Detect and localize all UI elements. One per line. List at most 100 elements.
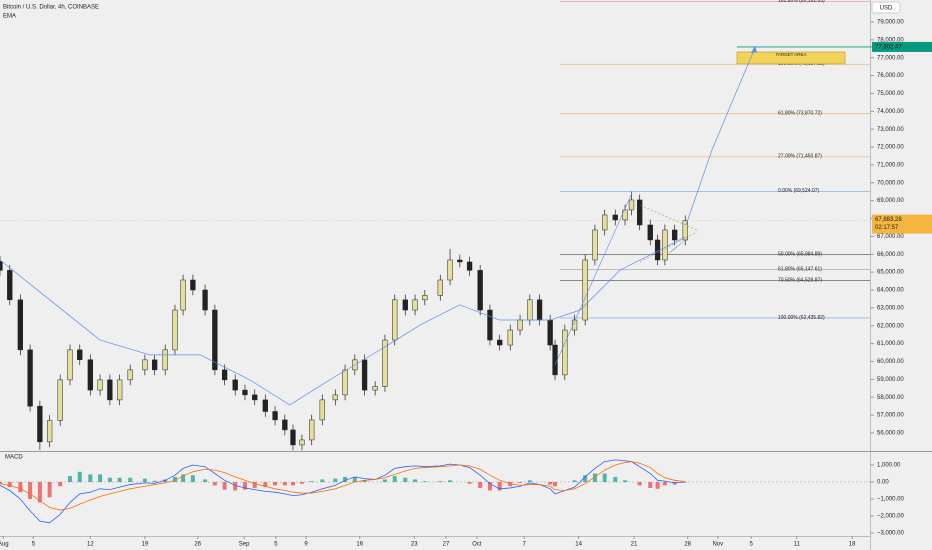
candle-body	[190, 279, 196, 291]
histogram-bar	[478, 482, 483, 488]
candle-body	[517, 319, 523, 331]
candle-body	[17, 299, 23, 351]
y-tick-label: 60,000.00	[877, 359, 904, 365]
last-price-label: 67,883.28	[875, 217, 902, 223]
histogram-bar	[352, 476, 357, 483]
x-tick-label: 5	[274, 542, 278, 548]
y-tick-label: 65,000.00	[877, 270, 904, 276]
candle-body	[242, 389, 248, 396]
candle-body	[547, 319, 553, 346]
candle-body	[392, 299, 398, 341]
candle-body	[282, 419, 288, 431]
candle-body	[309, 419, 315, 441]
candle-body	[437, 279, 443, 296]
x-tick-label: Nov	[712, 542, 723, 548]
candle-body	[562, 329, 568, 376]
histogram-bar	[152, 480, 157, 483]
x-tick-label: 11	[794, 542, 801, 548]
histogram-bar	[343, 476, 348, 483]
y-tick-label: 72,000.00	[877, 145, 904, 151]
candle-body	[116, 379, 123, 401]
candle-body	[342, 369, 348, 396]
histogram-bar	[333, 478, 338, 483]
y-tick-label: 73,000.00	[877, 127, 904, 133]
x-tick-label: 23	[411, 542, 418, 548]
macd-line	[0, 459, 686, 524]
histogram-bar	[413, 479, 418, 483]
symbol-title: Bitcoin / U.S. Dollar, 4h, COINBASE	[3, 5, 99, 11]
y-tick-label: 56,000.00	[877, 431, 904, 437]
histogram-bar	[212, 482, 217, 486]
candle-body	[612, 214, 618, 221]
y-tick-label: 58,000.00	[877, 395, 904, 401]
histogram-bar	[548, 482, 553, 485]
histogram-bar	[448, 480, 453, 483]
histogram-bar	[602, 473, 607, 483]
x-tick-label: 5	[32, 542, 36, 548]
histogram-bar	[572, 480, 577, 483]
candle-body	[252, 394, 258, 401]
candle-body	[466, 261, 473, 271]
histogram-bar	[553, 482, 558, 487]
histogram-bar	[190, 475, 195, 483]
candle-body	[571, 319, 578, 331]
y-tick-label: 0.00	[877, 480, 889, 486]
projection-arrow	[685, 47, 756, 226]
candle-body	[162, 349, 168, 371]
y-tick-label: 77,000.00	[877, 55, 904, 61]
histogram-bar	[142, 478, 147, 483]
histogram-bar	[67, 476, 72, 483]
candle-body	[422, 295, 428, 301]
candle-body	[262, 399, 268, 412]
candle-body	[602, 214, 608, 231]
histogram-bar	[382, 479, 387, 483]
histogram-bar	[309, 481, 314, 483]
x-tick-label: 26	[194, 542, 201, 548]
candle-body	[361, 359, 368, 391]
candle-body	[37, 405, 43, 443]
histogram-bar	[172, 476, 177, 483]
histogram-bar	[648, 482, 653, 488]
histogram-bar	[362, 480, 367, 483]
x-tick-label: 28	[684, 542, 691, 548]
candle-body	[272, 411, 278, 421]
y-tick-label: 63,000.00	[877, 305, 904, 311]
candle-body	[151, 359, 158, 371]
target-price-label: 77,602.47	[875, 45, 902, 51]
triangle-pattern	[668, 230, 697, 255]
candle-body	[212, 309, 218, 371]
histogram-bar	[47, 482, 52, 498]
y-tick-label: 69,000.00	[877, 198, 904, 204]
candle-body	[299, 439, 305, 446]
histogram-bar	[222, 482, 227, 490]
histogram-bar	[613, 476, 618, 483]
x-tick-label: 14	[575, 542, 582, 548]
macd-title: MACD	[5, 455, 23, 461]
histogram-bar	[163, 479, 168, 483]
histogram-bar	[662, 482, 667, 486]
candle-body	[97, 379, 103, 391]
candle-body	[487, 309, 493, 341]
histogram-bar	[487, 482, 492, 491]
histogram-bar	[403, 477, 408, 483]
candle-body	[221, 369, 228, 381]
y-tick-label: 64,000.00	[877, 288, 904, 294]
candle-body	[507, 329, 513, 346]
candle-body	[622, 209, 628, 221]
histogram-bar	[37, 482, 42, 503]
histogram-bar	[290, 482, 295, 486]
histogram-bar	[508, 482, 513, 487]
target-area-label: TARGET AREA	[775, 52, 806, 57]
fib-label: 161.80% (80,161.03)	[778, 0, 825, 4]
histogram-bar	[58, 482, 63, 487]
histogram-bar	[252, 482, 257, 488]
y-tick-label: 75,000.00	[877, 91, 904, 97]
x-tick-label: 19	[142, 542, 149, 548]
y-tick-label: 74,000.00	[877, 109, 904, 115]
y-tick-label: −3,000.00	[877, 531, 905, 537]
x-tick-label: Oct	[472, 542, 482, 548]
y-tick-label: 57,000.00	[877, 413, 904, 419]
macd-line	[0, 461, 686, 511]
